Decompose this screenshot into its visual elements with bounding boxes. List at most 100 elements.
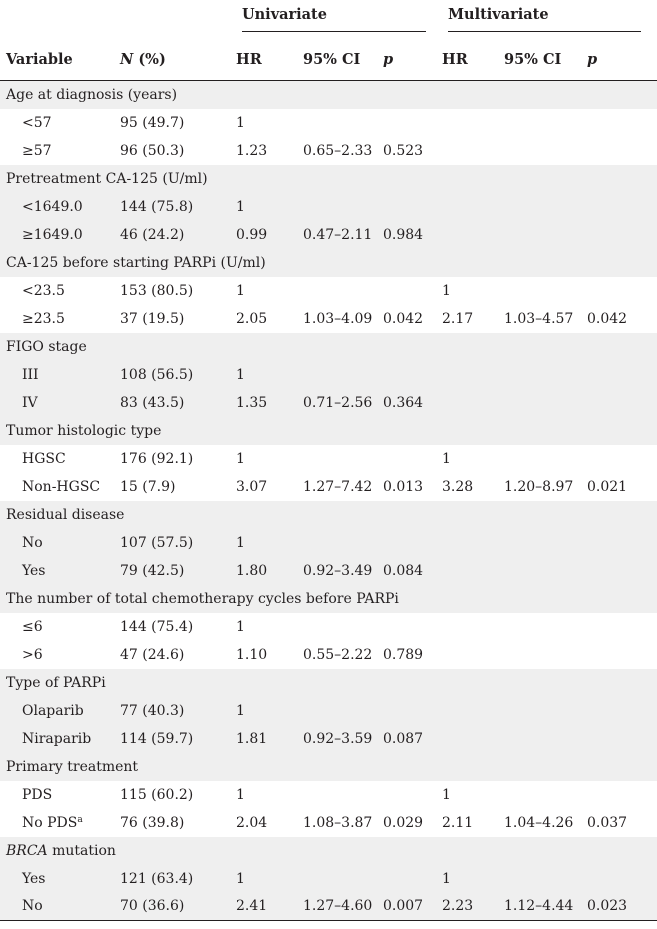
univariate-rule	[242, 31, 426, 32]
mci-cell	[494, 388, 587, 417]
p-cell	[383, 360, 442, 389]
ci-cell	[293, 109, 383, 137]
p-cell: 0.984	[383, 220, 442, 249]
section-title: Type of PARPi	[0, 668, 657, 697]
section-title: Primary treatment	[0, 752, 657, 781]
mhr-cell	[442, 641, 494, 669]
mp-cell: 0.023	[587, 892, 657, 921]
table-row: >6 47 (24.6) 1.10 0.55–2.22 0.789	[0, 641, 657, 669]
univariate-group-header: Univariate	[236, 0, 442, 38]
n-cell: 153 (80.5)	[120, 282, 194, 299]
p-cell: 0.364	[383, 388, 442, 417]
col-mp-header: p	[587, 38, 657, 81]
hr-cell: 1	[236, 864, 293, 893]
hr-cell: 1	[236, 192, 293, 221]
mci-cell: 1.12–4.44	[494, 892, 587, 921]
table-row: ≥57 96 (50.3) 1.23 0.65–2.33 0.523	[0, 137, 657, 165]
hr-cell: 2.05	[236, 310, 268, 327]
n-cell: 46 (24.2)	[120, 220, 236, 249]
mhr-cell: 1	[442, 864, 494, 893]
mci-cell	[494, 528, 587, 557]
section-title: Pretreatment CA-125 (U/ml)	[0, 164, 657, 193]
ci-cell: 1.27–4.60	[293, 892, 383, 921]
mhr-cell	[442, 388, 494, 417]
row-label: Yes	[0, 864, 120, 893]
row-label: IV	[0, 388, 120, 417]
mci-cell	[494, 556, 587, 585]
n-cell: 121 (63.4)	[120, 864, 236, 893]
row-label: ≥1649.0	[0, 220, 120, 249]
footnote-marker: a	[77, 814, 83, 825]
n-cell: 107 (57.5)	[120, 528, 236, 557]
table-row: <1649.0 144 (75.8) 1	[0, 192, 657, 221]
p-cell: 0.789	[383, 646, 424, 663]
p-cell: 0.084	[383, 556, 442, 585]
col-mhr-header: HR	[442, 38, 494, 81]
hr-cell: 1	[236, 360, 293, 389]
p-cell	[383, 277, 442, 305]
ci-cell	[293, 696, 383, 725]
col-ci-header: 95% CI	[293, 38, 383, 81]
ci-cell: 0.47–2.11	[293, 220, 383, 249]
mp-cell	[587, 277, 657, 305]
section-title: CA-125 before starting PARPi (U/ml)	[0, 248, 657, 277]
table-row: ≤6 144 (75.4) 1	[0, 613, 657, 641]
section-title: Age at diagnosis (years)	[0, 80, 657, 109]
p-cell	[383, 109, 442, 137]
p-cell	[383, 445, 442, 473]
mp-cell	[587, 220, 657, 249]
mp-cell: 0.037	[587, 814, 628, 831]
hr-cell: 1	[236, 786, 245, 803]
col-n-header: N (%)	[120, 38, 236, 81]
mci-cell	[494, 696, 587, 725]
table-row: ≥23.5 37 (19.5) 2.05 1.03–4.09 0.042 2.17 1.03…	[0, 305, 657, 333]
hr-cell: 3.07	[236, 478, 268, 495]
mhr-cell	[442, 109, 494, 137]
row-label: Niraparib	[0, 724, 120, 753]
ci-cell: 1.03–4.09	[303, 310, 373, 327]
table-row: <23.5 153 (80.5) 1 1	[0, 277, 657, 305]
p-cell: 0.029	[383, 814, 424, 831]
row-label: ≥23.5	[22, 310, 65, 327]
mhr-cell	[442, 696, 494, 725]
table-row: Niraparib 114 (59.7) 1.81 0.92–3.59 0.087	[0, 724, 657, 753]
n-cell: 37 (19.5)	[120, 310, 185, 327]
mhr-cell	[442, 613, 494, 641]
mp-cell	[587, 556, 657, 585]
mp-cell	[587, 388, 657, 417]
ci-cell	[293, 445, 383, 473]
n-cell: 15 (7.9)	[120, 478, 176, 495]
mhr-cell: 1	[442, 450, 451, 467]
p-cell: 0.523	[383, 142, 424, 159]
table-row: Non-HGSC 15 (7.9) 3.07 1.27–7.42 0.013 3.28 1.…	[0, 473, 657, 501]
p-cell: 0.013	[383, 478, 424, 495]
section-header-row: CA-125 before starting PARPi (U/ml)	[0, 248, 657, 277]
table-row: IV 83 (43.5) 1.35 0.71–2.56 0.364	[0, 388, 657, 417]
mp-cell	[587, 528, 657, 557]
section-title: Tumor histologic type	[0, 416, 657, 445]
ci-cell: 0.71–2.56	[293, 388, 383, 417]
mp-cell	[587, 445, 657, 473]
table-row: Yes 121 (63.4) 1 1	[0, 864, 657, 893]
mp-cell	[587, 641, 657, 669]
row-label: ≤6	[22, 618, 43, 635]
p-cell: 0.007	[383, 892, 442, 921]
section-title: BRCA mutation	[0, 836, 657, 865]
mp-cell	[587, 696, 657, 725]
mhr-cell: 3.28	[442, 478, 474, 495]
mci-cell	[494, 445, 587, 473]
mhr-cell	[442, 220, 494, 249]
table-row: Olaparib 77 (40.3) 1	[0, 696, 657, 725]
ci-cell	[293, 360, 383, 389]
ci-cell: 0.55–2.22	[303, 646, 373, 663]
n-cell: 95 (49.7)	[120, 114, 185, 131]
hr-cell: 1.35	[236, 388, 293, 417]
n-cell: 83 (43.5)	[120, 388, 236, 417]
row-label: >6	[22, 646, 43, 663]
col-mci-header: 95% CI	[494, 38, 587, 81]
ci-cell	[293, 277, 383, 305]
table-row: III 108 (56.5) 1	[0, 360, 657, 389]
mhr-cell	[442, 556, 494, 585]
p-cell: 0.042	[383, 310, 424, 327]
mp-cell	[587, 109, 657, 137]
